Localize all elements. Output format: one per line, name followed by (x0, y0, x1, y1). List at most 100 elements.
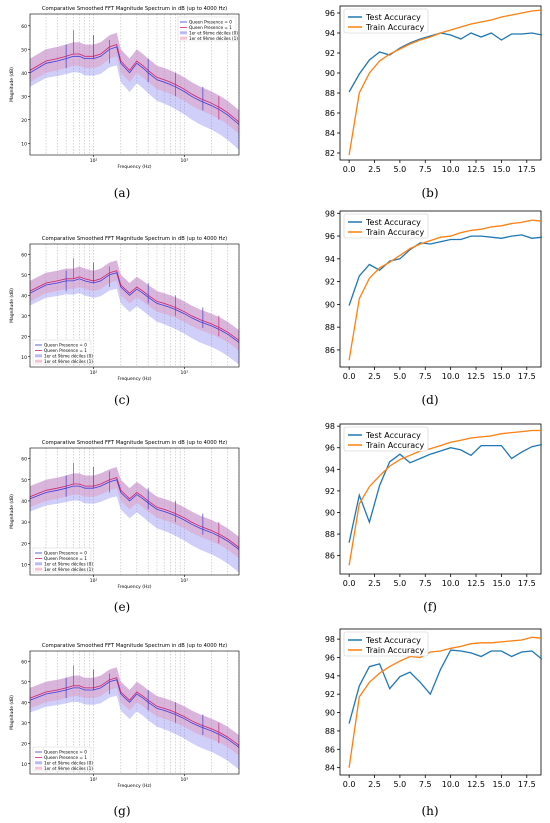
grid-lines (29, 14, 240, 155)
panel-f: 86 88 90 92 94 96 98 0.0 2.5 5.0 7.5 10.0 12.5 15.0 17… (300, 418, 545, 592)
x-tick-label: 15.0 (493, 372, 511, 381)
series-line-test-accuracy (348, 649, 543, 724)
y-axis-label: Magnitude (dB) (9, 494, 15, 529)
x-tick-label: 17.5 (518, 372, 536, 381)
x-tick-label: 5.0 (394, 372, 407, 381)
plot-frame (29, 243, 240, 368)
legend-label: Test Accuracy (365, 636, 421, 645)
y-axis-label: Magnitude (dB) (9, 695, 15, 730)
caption-d: (d) (421, 393, 439, 407)
y-tick-label: 86 (325, 745, 335, 754)
y-tick-label: 90 (325, 508, 335, 517)
plot-frame (339, 423, 542, 575)
y-tick-label: 92 (325, 278, 335, 287)
plot-frame (29, 650, 240, 775)
x-tick-label: 10.0 (442, 780, 460, 789)
x-tick-label: 10³ (181, 578, 189, 584)
y-tick-label: 60 (21, 659, 27, 665)
y-tick-label: 30 (21, 520, 27, 526)
panel-g: Comparative Smoothed FFT Magnitude Spect… (8, 640, 243, 790)
y-tick-label: 84 (325, 129, 335, 138)
y-tick-label: 60 (21, 24, 27, 30)
legend-swatch (180, 36, 187, 40)
legend-box (32, 339, 92, 365)
caption-g: (g) (113, 804, 131, 818)
spectrum-chart-c: Comparative Smoothed FFT Magnitude Spect… (9, 236, 240, 382)
x-axis-label: Frequency (Hz) (118, 584, 152, 590)
legend-label: Queen Presence = 1 (44, 348, 87, 353)
legend-box (32, 746, 92, 772)
legend-label: Test Accuracy (365, 13, 421, 22)
y-tick-label: 40 (21, 293, 27, 299)
x-tick-label: 10² (90, 370, 98, 376)
accuracy-chart-d: 86 88 90 92 94 96 98 0.0 2.5 5.0 7.5 10.0 12.5 15.0 17… (325, 209, 543, 381)
panel-d: 86 88 90 92 94 96 98 0.0 2.5 5.0 7.5 10.0 12.5 15.0 17… (300, 205, 545, 385)
y-tick-label: 96 (325, 653, 335, 662)
x-tick-label: 10.0 (442, 165, 460, 174)
y-tick-label: 88 (325, 727, 335, 736)
x-tick-label: 12.5 (467, 165, 485, 174)
y-tick-label: 50 (21, 680, 27, 686)
panel-c: Comparative Smoothed FFT Magnitude Spect… (8, 233, 243, 383)
legend-label: Queen Presence = 0 (189, 20, 232, 25)
plot-frame (29, 13, 240, 156)
legend-label: Queen Presence = 1 (44, 755, 87, 760)
decile-band-1 (30, 32, 239, 134)
x-tick-label: 10³ (181, 158, 189, 164)
legend-label: Queen Presence = 1 (44, 556, 87, 561)
y-tick-label: 98 (325, 422, 335, 431)
x-tick-label: 10² (90, 578, 98, 584)
y-axis-label: Magnitude (dB) (9, 288, 15, 323)
y-tick-label: 30 (21, 314, 27, 320)
y-tick-label: 86 (325, 552, 335, 561)
x-axis-label: Frequency (Hz) (118, 164, 152, 170)
y-tick-label: 96 (325, 9, 335, 18)
plot-frame (339, 628, 542, 776)
x-axis-label: Frequency (Hz) (118, 783, 152, 789)
y-tick-label: 96 (325, 444, 335, 453)
legend-label: Queen Presence = 0 (44, 551, 87, 556)
legend-label: 1er et 9ème déciles (0) (44, 353, 93, 358)
y-tick-label: 82 (325, 149, 335, 158)
legend-box (343, 631, 429, 657)
series-line-queen-presence-0 (29, 272, 240, 343)
accuracy-chart-b: 82 84 86 88 90 92 94 96 0.0 2.5 5.0 7.5 10.0 12.5 15.0… (325, 5, 543, 174)
x-tick-label: 10.0 (442, 579, 460, 588)
x-tick-label: 0.0 (343, 165, 356, 174)
caption-e: (e) (113, 600, 131, 614)
y-tick-label: 20 (21, 541, 27, 547)
y-tick-label: 90 (325, 69, 335, 78)
series-line-queen-presence-1 (29, 477, 240, 548)
legend-label: 1er et 9ème déciles (1) (44, 766, 93, 771)
legend-label: 1er et 9ème déciles (0) (44, 760, 93, 765)
legend-label: Train Accuracy (365, 441, 425, 450)
x-tick-label: 7.5 (419, 780, 432, 789)
x-tick-label: 0.0 (343, 579, 356, 588)
y-tick-label: 94 (325, 29, 335, 38)
legend-box (177, 16, 237, 42)
spectrum-chart-e: Comparative Smoothed FFT Magnitude Spect… (9, 440, 240, 590)
legend-box (343, 213, 429, 239)
legend-label: Queen Presence = 1 (189, 25, 232, 30)
y-tick-label: 90 (325, 300, 335, 309)
x-tick-label: 12.5 (467, 579, 485, 588)
series-line-queen-presence-1 (29, 270, 240, 341)
y-tick-label: 40 (21, 71, 27, 77)
accuracy-chart-h: 84 86 88 90 92 94 96 98 0.0 2.5 5.0 7.5 10.0 12.5 15.0… (325, 628, 543, 789)
x-tick-label: 7.5 (419, 165, 432, 174)
x-tick-label: 5.0 (394, 165, 407, 174)
y-tick-label: 10 (21, 141, 27, 147)
legend-label: Train Accuracy (365, 228, 425, 237)
caption-a: (a) (113, 186, 131, 200)
y-tick-label: 94 (325, 255, 335, 264)
x-tick-label: 5.0 (394, 780, 407, 789)
y-tick-label: 92 (325, 690, 335, 699)
chart-title: Comparative Smoothed FFT Magnitude Spect… (42, 440, 227, 446)
x-tick-label: 15.0 (493, 780, 511, 789)
legend-label: 1er et 9ème déciles (0) (44, 561, 93, 566)
x-tick-label: 7.5 (419, 579, 432, 588)
